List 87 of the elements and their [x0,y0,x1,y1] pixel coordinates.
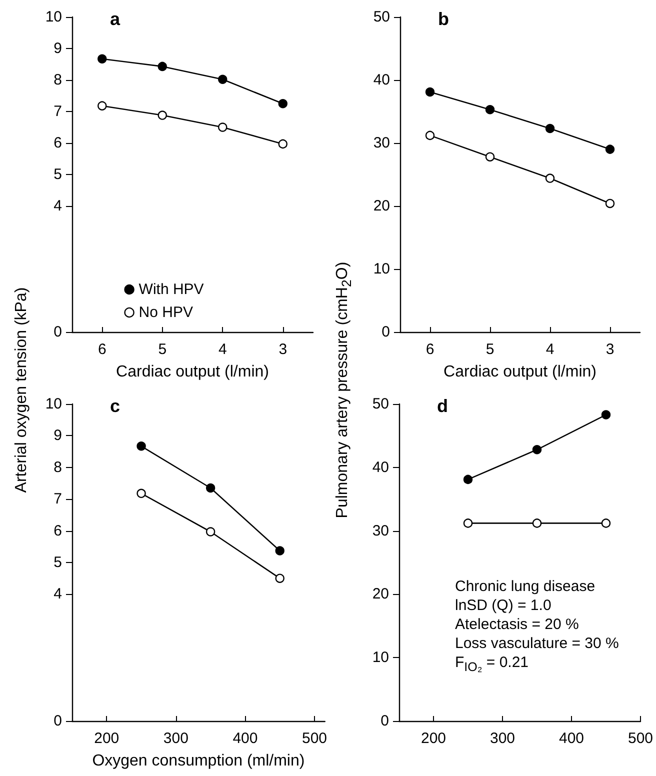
point [601,518,611,528]
y-tick-label: 9 [54,40,62,57]
y-tick-label: 50 [372,396,389,412]
point [463,474,473,484]
y-tick-label: 4 [54,586,62,603]
point [545,124,555,134]
point [98,101,107,110]
point [532,518,542,528]
x-axis-title: Cardiac output (l/min) [444,364,596,380]
point [605,144,615,154]
point [532,445,542,454]
x-tick-label: 200 [94,730,120,747]
y-tick-label: 40 [373,72,390,88]
annotation: Chronic lung disease [455,577,596,596]
x-tick-label: 400 [558,730,584,747]
point [425,130,435,140]
y-tick-label: 0 [380,712,389,730]
point [485,152,495,162]
point [463,518,473,528]
y-tick-label: 20 [373,198,390,214]
point [275,574,284,583]
x-axis-title: Oxygen consumption (ml/min) [92,752,305,770]
chart-title: d [437,396,448,416]
y-tick-label: 8 [54,72,62,88]
x-tick-label: 6 [98,341,106,358]
x-tick-label: 5 [158,341,167,358]
x-axis-title: Cardiac output (l/min) [116,364,269,380]
y-tick-label: 6 [54,522,62,540]
y-tick-label: 30 [373,134,390,152]
y-tick-label: 10 [45,396,62,412]
x-tick-label: 400 [232,730,258,747]
x-tick-label: 5 [486,341,494,358]
y-tick-label: 0 [382,324,390,340]
point [275,546,284,556]
point [425,87,435,97]
point [218,122,228,132]
x-tick-label: 300 [490,730,516,747]
annotation: Atelectasis = 20 % [455,615,580,634]
point [158,62,167,72]
x-tick-label: 3 [606,341,614,358]
point [485,105,495,114]
y-tick-label: 50 [373,8,390,26]
x-tick-label: 6 [426,341,434,358]
x-tick-label: 3 [278,341,288,358]
point [605,198,615,208]
y-tick-label: 20 [372,586,389,603]
x-tick-label: 4 [218,341,227,358]
y-axis-title: Arterial oxygen tension (kPa) [13,287,31,493]
y-tick-label: 5 [54,554,62,571]
chart-title: c [110,396,120,416]
y-tick-label: 30 [372,522,389,540]
y-tick-label: 10 [372,649,389,666]
chart-title: b [438,9,449,29]
point [206,527,216,536]
annotation: F$_{IO₂}$ = 0.21 [455,653,530,676]
point [278,139,288,149]
point [218,74,228,84]
x-tick-label: 300 [163,730,188,747]
y-tick-label: 0 [54,712,62,730]
y-tick-label: 10 [45,8,62,26]
y-tick-label: 10 [373,260,390,278]
y-tick-label: 9 [54,427,62,444]
y-tick-label: 7 [54,490,62,508]
y-tick-label: 7 [54,103,62,120]
x-tick-label: 500 [302,730,327,747]
point [136,442,146,451]
point [98,54,107,64]
y-tick-label: 5 [54,166,62,183]
point [545,174,555,183]
y-tick-label: 6 [54,134,62,152]
y-tick-label: 0 [54,324,62,340]
chart-title: a [110,9,121,29]
annotation: lnSD (Q) = 1.0 [455,596,552,615]
x-tick-label: 4 [546,341,554,358]
point [601,410,611,420]
point [206,483,216,493]
x-tick-label: 500 [628,730,653,747]
x-tick-label: 200 [420,730,446,747]
annotation: Loss vasculature = 30 % [455,634,619,653]
legend-label: No HPV [138,304,193,321]
point [158,110,167,120]
y-tick-label: 4 [54,198,62,214]
y-tick-label: 8 [54,458,62,476]
legend-label: With HPV [138,281,204,298]
point [278,99,288,108]
y-tick-label: 40 [372,458,389,476]
point [136,488,146,498]
